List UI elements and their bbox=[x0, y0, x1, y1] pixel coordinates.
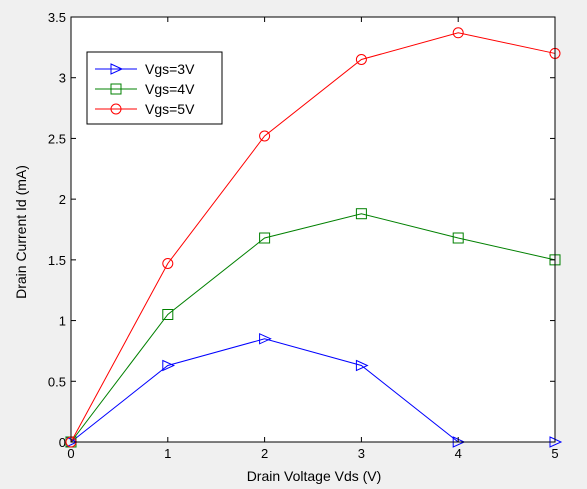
data-point-series-2-4 bbox=[452, 232, 464, 244]
legend-label-2: Vgs=4V bbox=[145, 81, 195, 97]
y-axis-label: Drain Current Id (mA) bbox=[13, 165, 29, 299]
legend-marker-1 bbox=[110, 63, 124, 75]
data-point-series-2-2 bbox=[259, 232, 271, 244]
legend-box bbox=[86, 51, 223, 125]
data-point-series-1-3 bbox=[355, 359, 369, 372]
x-tick-label-4: 4 bbox=[455, 446, 462, 461]
y-tick-label-3: 1.5 bbox=[48, 253, 66, 268]
y-tick-label-0: 0 bbox=[59, 435, 66, 450]
x-tick-label-1: 1 bbox=[164, 446, 171, 461]
x-tick-label-0: 0 bbox=[67, 446, 74, 461]
data-point-series-1-1 bbox=[162, 359, 176, 372]
y-tick-label-1: 0.5 bbox=[48, 374, 66, 389]
data-point-series-3-2 bbox=[259, 130, 271, 142]
data-point-series-2-3 bbox=[355, 208, 367, 220]
legend-label-3: Vgs=5V bbox=[145, 101, 195, 117]
plot-frame bbox=[70, 16, 556, 443]
data-point-series-2-1 bbox=[162, 309, 174, 320]
x-tick-label-2: 2 bbox=[261, 446, 268, 461]
y-tick-label-5: 2.5 bbox=[48, 131, 66, 146]
data-point-series-3-3 bbox=[355, 54, 367, 65]
y-tick-label-7: 3.5 bbox=[48, 10, 66, 25]
data-point-series-3-1 bbox=[162, 258, 174, 269]
x-tick-label-5: 5 bbox=[551, 446, 558, 461]
x-tick-label-3: 3 bbox=[358, 446, 365, 461]
legend-marker-3 bbox=[110, 103, 122, 115]
y-tick-label-6: 3 bbox=[59, 71, 66, 86]
x-axis-label: Drain Voltage Vds (V) bbox=[247, 468, 382, 484]
y-tick-label-2: 1 bbox=[59, 314, 66, 329]
series-line-2 bbox=[70, 213, 556, 443]
legend-label-1: Vgs=3V bbox=[145, 61, 195, 77]
y-tick-label-4: 2 bbox=[59, 192, 66, 207]
legend-marker-2 bbox=[110, 83, 122, 95]
data-point-series-1-2 bbox=[259, 333, 272, 345]
series-line-3 bbox=[70, 32, 556, 443]
data-point-series-3-4 bbox=[452, 27, 464, 39]
